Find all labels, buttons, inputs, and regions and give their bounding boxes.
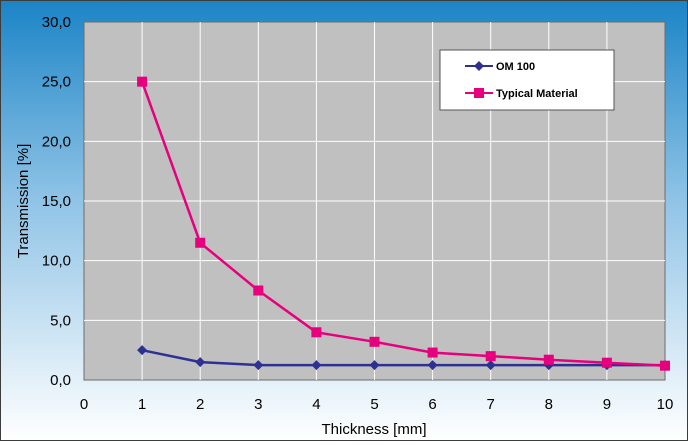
legend-marker-om-100 [474,61,484,71]
legend: OM 100 Typical Material [439,49,615,111]
x-tick-label: 1 [138,396,146,413]
x-tick-label: 3 [254,396,262,413]
data-point-typical-material [195,237,206,248]
data-point-om-100 [485,360,496,371]
y-tick-label: 20,0 [42,133,71,150]
x-tick-label: 0 [80,396,88,413]
y-tick-label: 30,0 [42,14,71,31]
legend-box [439,49,615,111]
data-point-typical-material [485,351,496,362]
data-point-om-100 [195,357,206,368]
x-tick-label: 8 [545,396,553,413]
y-tick-label: 25,0 [42,74,71,91]
x-tick-label: 2 [196,396,204,413]
data-point-typical-material [137,76,148,87]
data-point-typical-material [369,336,380,347]
data-point-typical-material [427,347,438,358]
data-point-om-100 [427,360,438,371]
y-axis-label: Transmission [%] [15,144,32,258]
y-tick-label: 5,0 [50,312,71,329]
x-axis-label: Thickness [mm] [321,421,426,438]
x-tick-label: 10 [657,396,674,413]
series-layer [137,76,670,371]
data-point-typical-material [601,357,612,368]
x-tick-label: 9 [603,396,611,413]
data-point-typical-material [253,285,264,296]
series-line-typical-material [140,81,666,367]
y-tick-label: 10,0 [42,253,71,270]
data-point-om-100 [137,345,148,356]
y-tick-label: 15,0 [42,193,71,210]
data-point-om-100 [369,360,380,371]
data-point-typical-material [660,360,670,371]
legend-marker-typical-material [474,88,484,98]
x-tick-label: 7 [487,396,495,413]
axis-ticks: 0,0 5,0 10,0 15,0 20,0 25,0 30,0 0 1 2 3 4 5 6 7 8 9 10 [42,14,674,413]
x-tick-label: 4 [312,396,320,413]
data-point-om-100 [311,360,322,371]
data-point-typical-material [543,354,554,365]
data-point-om-100 [253,360,264,371]
y-tick-label: 0,0 [50,372,71,389]
series-line-om-100 [141,348,665,367]
x-tick-label: 5 [370,396,378,413]
legend-label-om-100: OM 100 [496,61,535,73]
x-tick-label: 6 [428,396,436,413]
legend-label-typical-material: Typical Material [496,88,578,100]
data-point-typical-material [311,327,322,338]
